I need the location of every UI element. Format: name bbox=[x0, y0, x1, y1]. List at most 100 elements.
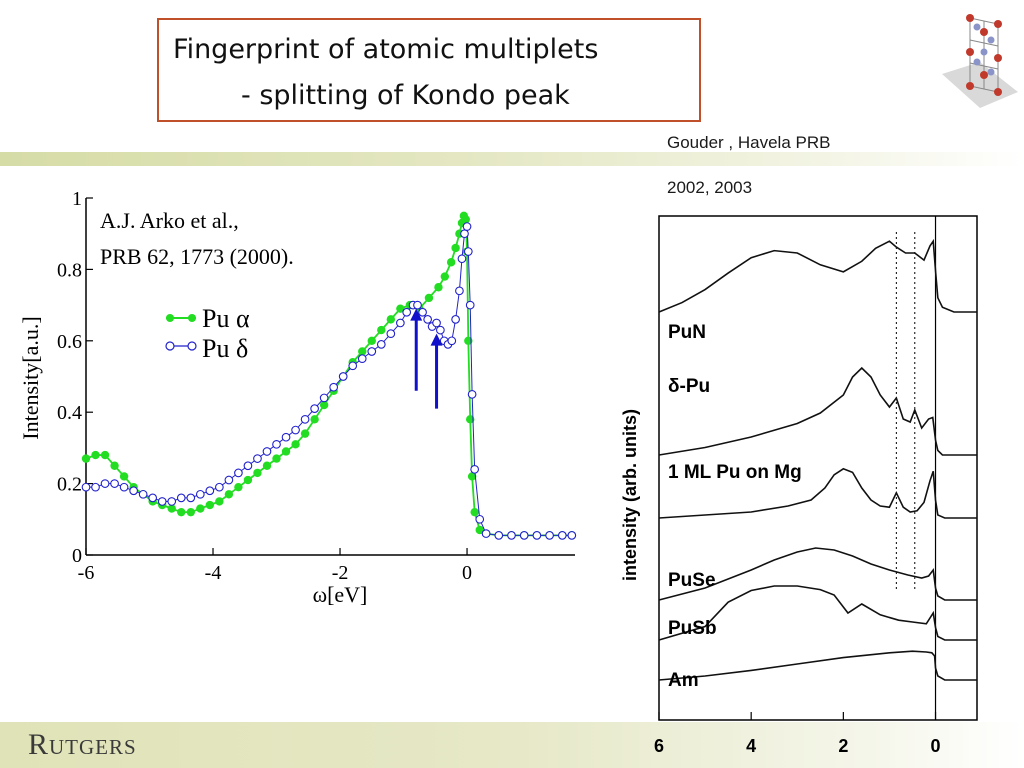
chart1-ticks: -6 -4 -2 0 0 0.2 0.4 0.6 0.8 1 bbox=[57, 188, 472, 584]
chart1-xlabel: ω[eV] bbox=[313, 582, 368, 607]
chart1-data-point bbox=[253, 468, 262, 478]
chart1-data-point bbox=[177, 507, 186, 517]
chart2-series-curve bbox=[658, 547, 977, 601]
chart1-data-point bbox=[291, 440, 300, 449]
chart1-xtick-label: 0 bbox=[462, 562, 472, 584]
chart1-ytick-label: 0 bbox=[72, 545, 82, 567]
chart1-data-point bbox=[451, 243, 460, 253]
chart1-xtick-label: -6 bbox=[78, 562, 95, 584]
legend-marker-alpha bbox=[166, 314, 174, 322]
chart1-data-point bbox=[300, 414, 310, 424]
chart2-series-curve bbox=[658, 366, 977, 456]
chart1-data-point bbox=[455, 286, 464, 296]
chart1-data-point bbox=[119, 482, 129, 492]
chart1-data-point bbox=[310, 404, 319, 413]
chart1-data-point bbox=[532, 531, 542, 540]
chart1-data-point bbox=[434, 283, 443, 292]
chart1-data-point bbox=[475, 525, 484, 535]
chart1-series-delta bbox=[81, 222, 577, 540]
chart1-data-point bbox=[262, 447, 272, 456]
chart1-data-point bbox=[319, 400, 329, 410]
chart1-data-point bbox=[557, 531, 567, 540]
chart1-data-point bbox=[367, 347, 377, 356]
chart1-data-point bbox=[100, 450, 110, 460]
chart1-data-point bbox=[402, 307, 412, 317]
chart1-data-point bbox=[196, 504, 205, 513]
title-box: Fingerprint of atomic multiplets - split… bbox=[157, 18, 701, 122]
chart1-data-point bbox=[358, 347, 367, 356]
chart1-ylabel: Intensity[a.u.] bbox=[18, 316, 43, 439]
footer-logo: Rutgers bbox=[28, 728, 137, 761]
chart1-data-point bbox=[451, 315, 460, 324]
chart1-data-point bbox=[167, 497, 177, 506]
reference-line-1: Gouder , Havela PRB bbox=[667, 133, 831, 152]
chart1-data-point bbox=[243, 461, 253, 471]
chart1-data-point bbox=[377, 325, 386, 335]
chart1-data-point bbox=[481, 529, 491, 538]
chart1-data-point bbox=[81, 482, 91, 492]
chart1-data-point bbox=[447, 336, 457, 346]
chart2-series-label: 1 ML Pu on Mg bbox=[668, 462, 802, 483]
chart1-ytick-label: 0.4 bbox=[57, 402, 82, 424]
chart2-series-curve bbox=[658, 467, 977, 519]
chart1-data-point bbox=[464, 336, 473, 345]
chart1-data-point bbox=[461, 215, 470, 224]
decorative-band bbox=[0, 152, 1024, 166]
chart2-series-label: PuN bbox=[668, 322, 706, 343]
chart1-data-point bbox=[224, 490, 234, 499]
chart2-xtick-label: 4 bbox=[746, 736, 756, 756]
chart1-data-point bbox=[418, 307, 427, 317]
chart2-xtick-label: 2 bbox=[838, 736, 848, 756]
chart1-data-point bbox=[446, 258, 456, 267]
chart1-data-point bbox=[386, 315, 396, 324]
chart1-data-point bbox=[110, 479, 119, 488]
chart2-series-label: PuSe bbox=[668, 570, 716, 591]
legend-marker-delta bbox=[187, 341, 197, 351]
chart1-data-point bbox=[396, 304, 405, 313]
chart1-data-point bbox=[234, 468, 243, 478]
chart1-data-point bbox=[291, 425, 300, 435]
chart1-data-point bbox=[262, 461, 272, 470]
chart1-data-point bbox=[413, 300, 422, 310]
chart2-series-label: Am bbox=[668, 670, 699, 691]
chart1-data-point bbox=[157, 497, 167, 506]
chart1-data-point bbox=[494, 531, 504, 540]
chart1-data-point bbox=[272, 454, 281, 463]
chart1-data-point bbox=[186, 493, 196, 503]
chart1-data-point bbox=[457, 254, 467, 264]
chart1-data-point bbox=[357, 354, 367, 364]
chart1-data-point bbox=[234, 482, 243, 492]
arrow-head bbox=[410, 308, 423, 321]
chart1-data-point bbox=[567, 531, 577, 540]
chart2-ticks: 6 4 2 0 bbox=[654, 712, 941, 756]
chart1-data-point bbox=[243, 475, 253, 485]
chart1-annotation: A.J. Arko et al., PRB 62, 1773 (2000). bbox=[100, 208, 294, 269]
chart1-series-line bbox=[86, 226, 572, 536]
chart1-ytick-label: 0.6 bbox=[57, 331, 82, 353]
legend-marker-delta bbox=[165, 341, 175, 351]
chart1-data-point bbox=[460, 229, 469, 239]
chart2-xtick-label: 0 bbox=[931, 736, 941, 756]
chart1-arrows bbox=[410, 308, 443, 409]
chart1-data-point bbox=[215, 497, 224, 506]
chart1-data-point bbox=[91, 482, 100, 492]
chart1-data-point bbox=[462, 222, 472, 231]
chart1-ytick-label: 0.2 bbox=[57, 474, 82, 496]
chart2-series-label: PuSb bbox=[668, 618, 717, 639]
chart1-data-point bbox=[432, 318, 441, 328]
chart1-data-point bbox=[424, 293, 434, 303]
annotation-line-2: PRB 62, 1773 (2000). bbox=[100, 244, 294, 269]
chart2-series bbox=[658, 238, 977, 681]
chart2-series-label: δ-Pu bbox=[668, 376, 710, 397]
chart1-data-point bbox=[176, 493, 186, 503]
chart1-data-point bbox=[205, 486, 215, 496]
chart2-series-curve bbox=[658, 238, 977, 313]
annotation-line-1: A.J. Arko et al., bbox=[100, 208, 239, 233]
chart1-data-point bbox=[281, 432, 291, 442]
chart1-xtick-label: -4 bbox=[205, 562, 222, 584]
chart2-frame bbox=[658, 215, 978, 721]
chart1-data-point bbox=[440, 272, 450, 281]
chart1-data-point bbox=[466, 415, 475, 424]
legend-label-alpha: Pu α bbox=[202, 304, 250, 333]
